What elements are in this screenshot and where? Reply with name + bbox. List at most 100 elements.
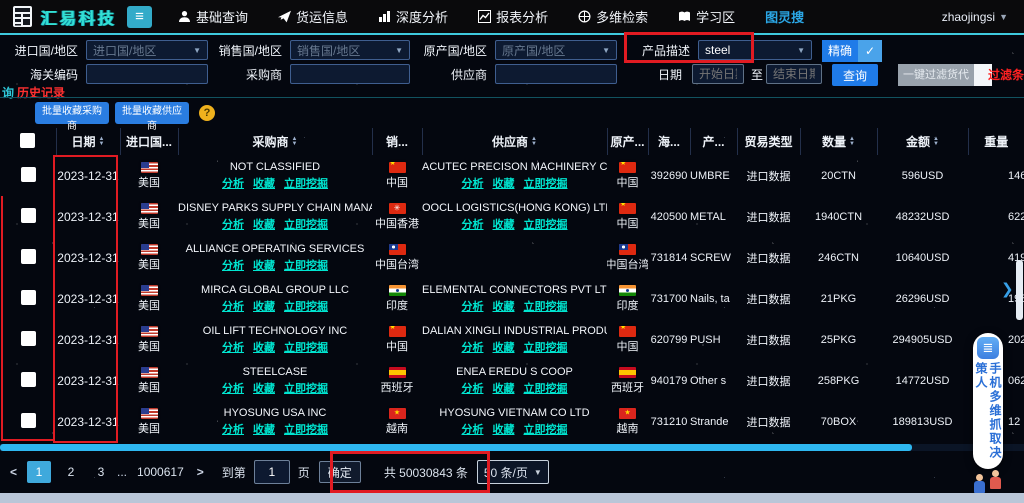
mine-now-link[interactable]: 立即挖掘 xyxy=(523,341,568,354)
menu-toggle-button[interactable]: ≡ xyxy=(127,5,153,28)
analyze-link[interactable]: 分析 xyxy=(222,218,244,231)
origin-country-select[interactable]: 原产国/地区 ▼ xyxy=(495,40,617,60)
help-icon[interactable]: ? xyxy=(199,105,215,121)
sort-icon[interactable]: ▲ ▼ xyxy=(98,135,105,147)
batch-favorite-buyer-button[interactable]: 批量收藏采购商 xyxy=(35,102,109,132)
horizontal-scrollbar[interactable] xyxy=(0,444,1024,451)
next-page-button[interactable]: > xyxy=(196,465,204,479)
prev-page-button[interactable]: < xyxy=(10,465,18,479)
favorite-link[interactable]: 收藏 xyxy=(492,423,515,436)
import-country-select[interactable]: 进口国/地区 ▼ xyxy=(86,40,208,60)
nav-item-report-analysis[interactable]: 报表分析 xyxy=(478,7,548,26)
page-button-last[interactable]: 1000617 xyxy=(137,465,184,479)
filter-forwarder-button[interactable]: 一键过滤货代 xyxy=(898,64,992,86)
exact-match-toggle[interactable]: 精确 ✓ xyxy=(822,40,883,62)
supplier-field[interactable] xyxy=(495,64,617,84)
page-button-3[interactable]: 3 xyxy=(97,465,105,479)
analyze-link[interactable]: 分析 xyxy=(461,423,484,436)
supplier-input[interactable] xyxy=(502,67,610,81)
hs-code-field[interactable] xyxy=(86,64,208,84)
horizontal-scrollbar-thumb[interactable] xyxy=(0,444,912,451)
mine-now-link[interactable]: 立即挖掘 xyxy=(284,218,328,231)
sort-icon[interactable]: ▲ ▼ xyxy=(849,135,855,147)
vertical-scrollbar-thumb[interactable] xyxy=(1016,260,1023,320)
mine-now-link[interactable]: 立即挖掘 xyxy=(523,300,568,313)
favorite-link[interactable]: 收藏 xyxy=(492,341,515,354)
row-checkbox[interactable] xyxy=(20,289,36,305)
col-header-amount[interactable]: 金额 ▲ ▼ xyxy=(877,128,969,155)
analyze-link[interactable]: 分析 xyxy=(461,177,484,190)
history-link[interactable]: 历史记录 xyxy=(17,86,66,100)
col-header-supplier[interactable]: 供应商 ▲ ▼ xyxy=(422,128,608,155)
mine-now-link[interactable]: 立即挖掘 xyxy=(284,423,328,436)
mine-now-link[interactable]: 立即挖掘 xyxy=(284,177,328,190)
page-size-select[interactable]: 50 条/页 ▼ xyxy=(476,460,549,484)
row-checkbox[interactable] xyxy=(20,166,36,182)
nav-item-freight-info[interactable]: 货运信息 xyxy=(278,7,348,26)
mine-now-link[interactable]: 立即挖掘 xyxy=(284,382,328,395)
date-end-input[interactable] xyxy=(773,67,815,81)
favorite-link[interactable]: 收藏 xyxy=(253,259,275,272)
page-button-1[interactable]: 1 xyxy=(27,461,52,483)
analyze-link[interactable]: 分析 xyxy=(461,218,484,231)
mine-now-link[interactable]: 立即挖掘 xyxy=(523,177,568,190)
row-checkbox[interactable] xyxy=(20,412,36,428)
date-end-field[interactable] xyxy=(766,64,822,84)
search-button[interactable]: 查询 xyxy=(832,64,878,86)
row-checkbox[interactable] xyxy=(20,371,36,387)
mine-now-link[interactable]: 立即挖掘 xyxy=(523,218,568,231)
nav-item-multi-search[interactable]: 多维检索 xyxy=(578,7,648,26)
confirm-page-button[interactable]: 确定 xyxy=(318,461,361,483)
nav-item-learning-zone[interactable]: 学习区 xyxy=(678,7,735,26)
mine-now-link[interactable]: 立即挖掘 xyxy=(284,259,328,272)
favorite-link[interactable]: 收藏 xyxy=(492,300,515,313)
analyze-link[interactable]: 分析 xyxy=(222,341,244,354)
exact-checkbox[interactable]: ✓ xyxy=(858,40,883,62)
expand-panel-arrow-icon[interactable]: ❯ xyxy=(1001,281,1014,298)
forwarder-checkbox[interactable] xyxy=(974,64,992,86)
favorite-link[interactable]: 收藏 xyxy=(253,177,275,190)
analyze-link[interactable]: 分析 xyxy=(461,341,484,354)
product-desc-input[interactable] xyxy=(705,43,798,57)
col-header-qty[interactable]: 数量 ▲ ▼ xyxy=(800,128,878,155)
sales-country-select[interactable]: 销售国/地区 ▼ xyxy=(290,40,410,60)
favorite-link[interactable]: 收藏 xyxy=(492,218,515,231)
favorite-link[interactable]: 收藏 xyxy=(253,382,275,395)
mine-now-link[interactable]: 立即挖掘 xyxy=(284,341,328,354)
analyze-link[interactable]: 分析 xyxy=(222,259,244,272)
page-button-2[interactable]: 2 xyxy=(67,465,75,479)
analyze-link[interactable]: 分析 xyxy=(222,423,244,436)
analyze-link[interactable]: 分析 xyxy=(222,382,244,395)
favorite-link[interactable]: 收藏 xyxy=(253,341,275,354)
sort-icon[interactable]: ▲ ▼ xyxy=(291,135,298,147)
analyze-link[interactable]: 分析 xyxy=(222,177,244,190)
mine-now-link[interactable]: 立即挖掘 xyxy=(523,423,568,436)
sort-icon[interactable]: ▲ ▼ xyxy=(531,135,537,147)
mobile-capture-widget[interactable]: ≣ 手机多维抓取决策人 xyxy=(973,333,1003,469)
row-checkbox[interactable] xyxy=(20,330,36,346)
date-start-input[interactable] xyxy=(699,67,737,81)
analyze-link[interactable]: 分析 xyxy=(461,300,484,313)
favorite-link[interactable]: 收藏 xyxy=(253,423,275,436)
analyze-link[interactable]: 分析 xyxy=(222,300,244,313)
buyer-input[interactable] xyxy=(297,67,403,81)
nav-item-deep-analysis[interactable]: 深度分析 xyxy=(378,7,448,26)
nav-item-basic-query[interactable]: 基础查询 xyxy=(178,7,248,26)
user-menu[interactable]: zhaojingsi ▼ xyxy=(942,0,1008,33)
nav-item-tulingsou[interactable]: 图灵搜 xyxy=(765,10,805,25)
col-header-buyer[interactable]: 采购商 ▲ ▼ xyxy=(178,128,373,155)
analyze-link[interactable]: 分析 xyxy=(461,382,484,395)
mine-now-link[interactable]: 立即挖掘 xyxy=(523,382,568,395)
mine-now-link[interactable]: 立即挖掘 xyxy=(284,300,328,313)
date-start-field[interactable] xyxy=(692,64,744,84)
favorite-link[interactable]: 收藏 xyxy=(492,177,515,190)
filter-condition-link[interactable]: 过滤条件查 xyxy=(988,68,1024,82)
favorite-link[interactable]: 收藏 xyxy=(253,300,275,313)
buyer-field[interactable] xyxy=(290,64,410,84)
favorite-link[interactable]: 收藏 xyxy=(253,218,275,231)
col-header-date[interactable]: 日期 ▲ ▼ xyxy=(56,128,121,155)
sort-icon[interactable]: ▲ ▼ xyxy=(933,135,939,147)
batch-favorite-supplier-button[interactable]: 批量收藏供应商 xyxy=(115,102,189,132)
row-checkbox[interactable] xyxy=(20,207,36,223)
select-all-checkbox[interactable] xyxy=(20,132,36,148)
